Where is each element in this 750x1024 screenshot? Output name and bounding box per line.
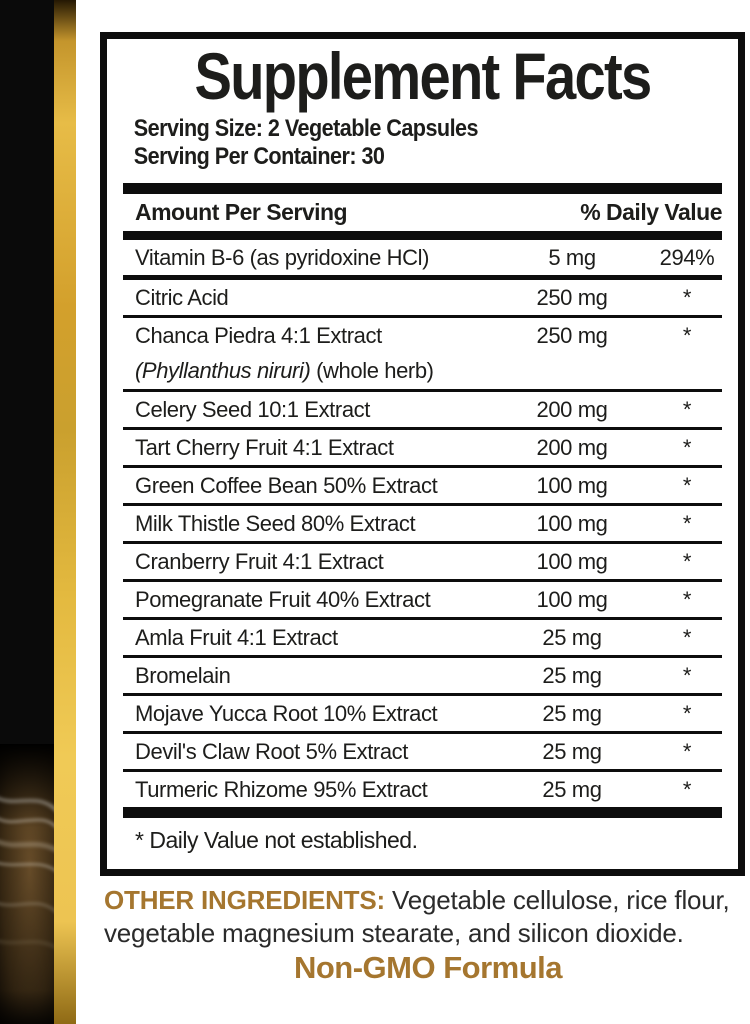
ingredient-name: Cranberry Fruit 4:1 Extract	[135, 549, 384, 574]
ingredient-daily-value: *	[682, 777, 692, 802]
ingredient-daily-value: *	[682, 701, 692, 726]
ingredient-name: Turmeric Rhizome 95% Extract	[135, 777, 428, 802]
table-row: Chanca Piedra 4:1 Extract (Phyllanthus ni…	[123, 318, 722, 392]
ingredient-amount: 100 mg	[536, 511, 608, 536]
ingredient-name: Tart Cherry Fruit 4:1 Extract	[135, 435, 394, 460]
ingredient-daily-value: *	[682, 435, 692, 460]
ingredient-daily-value: *	[682, 397, 692, 422]
ingredient-daily-value: *	[682, 511, 692, 536]
ingredient-daily-value: 294%	[659, 245, 715, 270]
ingredient-name: Milk Thistle Seed 80% Extract	[135, 511, 416, 536]
table-row: Milk Thistle Seed 80% Extract 100 mg *	[123, 506, 722, 544]
ingredient-name: Vitamin B-6 (as pyridoxine HCl)	[135, 245, 430, 270]
ingredient-amount: 250 mg	[536, 323, 608, 348]
table-row: Vitamin B-6 (as pyridoxine HCl) 5 mg 294…	[123, 240, 722, 280]
ingredient-amount: 250 mg	[536, 285, 608, 310]
ingredient-daily-value: *	[682, 739, 692, 764]
ingredient-name: Citric Acid	[135, 285, 229, 310]
table-row: Bromelain 25 mg *	[123, 658, 722, 696]
left-black-strip	[0, 0, 54, 1024]
ingredient-daily-value: *	[682, 285, 692, 310]
daily-value-header: % Daily Value	[580, 199, 722, 225]
ingredient-daily-value: *	[682, 323, 692, 348]
other-ingredients: OTHER INGREDIENTS: Vegetable cellulose, …	[104, 884, 750, 950]
ingredient-name: Celery Seed 10:1 Extract	[135, 397, 370, 422]
daily-value-footnote: * Daily Value not established.	[135, 827, 418, 853]
ingredient-name: Pomegranate Fruit 40% Extract	[135, 587, 431, 612]
ingredient-name: Chanca Piedra 4:1 Extract (Phyllanthus ni…	[135, 323, 434, 383]
ingredient-amount: 200 mg	[536, 397, 608, 422]
serving-info: Serving Size: 2 Vegetable Capsules Servi…	[123, 115, 662, 171]
table-row: Cranberry Fruit 4:1 Extract 100 mg *	[123, 544, 722, 582]
ingredient-name: Green Coffee Bean 50% Extract	[135, 473, 438, 498]
ingredient-amount: 100 mg	[536, 473, 608, 498]
ingredient-amount: 25 mg	[542, 701, 602, 726]
ingredient-amount: 25 mg	[542, 625, 602, 650]
ingredient-rows: Vitamin B-6 (as pyridoxine HCl) 5 mg 294…	[123, 240, 722, 807]
table-row: Amla Fruit 4:1 Extract 25 mg *	[123, 620, 722, 658]
ingredient-amount: 100 mg	[536, 587, 608, 612]
amount-per-serving-header: Amount Per Serving	[135, 199, 348, 225]
ingredient-amount: 100 mg	[536, 549, 608, 574]
divider-thick-top	[123, 183, 722, 194]
serving-size: Serving Size: 2 Vegetable Capsules	[133, 115, 479, 142]
table-row: Turmeric Rhizome 95% Extract 25 mg *	[123, 772, 722, 807]
ingredient-daily-value: *	[682, 625, 692, 650]
table-row: Celery Seed 10:1 Extract 200 mg *	[123, 392, 722, 430]
other-ingredients-text: Vegetable cellulose, rice flour, vegetab…	[104, 885, 730, 948]
smoke-texture	[0, 744, 54, 1024]
divider-thick-bottom	[123, 807, 722, 818]
table-row: Green Coffee Bean 50% Extract 100 mg *	[123, 468, 722, 506]
servings-per-container: Serving Per Container: 30	[133, 143, 385, 170]
panel-title: Supplement Facts	[194, 39, 653, 113]
other-ingredients-label: OTHER INGREDIENTS:	[104, 885, 385, 915]
ingredient-name: Mojave Yucca Root 10% Extract	[135, 701, 438, 726]
ingredient-amount: 25 mg	[542, 777, 602, 802]
ingredient-amount: 5 mg	[548, 245, 596, 270]
table-row: Devil's Claw Root 5% Extract 25 mg *	[123, 734, 722, 772]
divider-medium	[123, 231, 722, 240]
ingredient-daily-value: *	[682, 587, 692, 612]
ingredient-name: Devil's Claw Root 5% Extract	[135, 739, 408, 764]
ingredient-amount: 25 mg	[542, 739, 602, 764]
ingredient-daily-value: *	[682, 549, 692, 574]
supplement-facts-panel: Supplement Facts Serving Size: 2 Vegetab…	[100, 32, 745, 876]
table-header-row: Amount Per Serving % Daily Value	[123, 194, 722, 231]
ingredient-amount: 200 mg	[536, 435, 608, 460]
ingredient-daily-value: *	[682, 663, 692, 688]
gold-strip	[54, 0, 76, 1024]
ingredient-daily-value: *	[682, 473, 692, 498]
table-row: Tart Cherry Fruit 4:1 Extract 200 mg *	[123, 430, 722, 468]
table-row: Mojave Yucca Root 10% Extract 25 mg *	[123, 696, 722, 734]
ingredient-name: Bromelain	[135, 663, 231, 688]
table-row: Pomegranate Fruit 40% Extract 100 mg *	[123, 582, 722, 620]
table-row: Citric Acid 250 mg *	[123, 280, 722, 318]
ingredient-name: Amla Fruit 4:1 Extract	[135, 625, 338, 650]
non-gmo-formula-text: Non-GMO Formula	[293, 950, 563, 985]
ingredient-amount: 25 mg	[542, 663, 602, 688]
